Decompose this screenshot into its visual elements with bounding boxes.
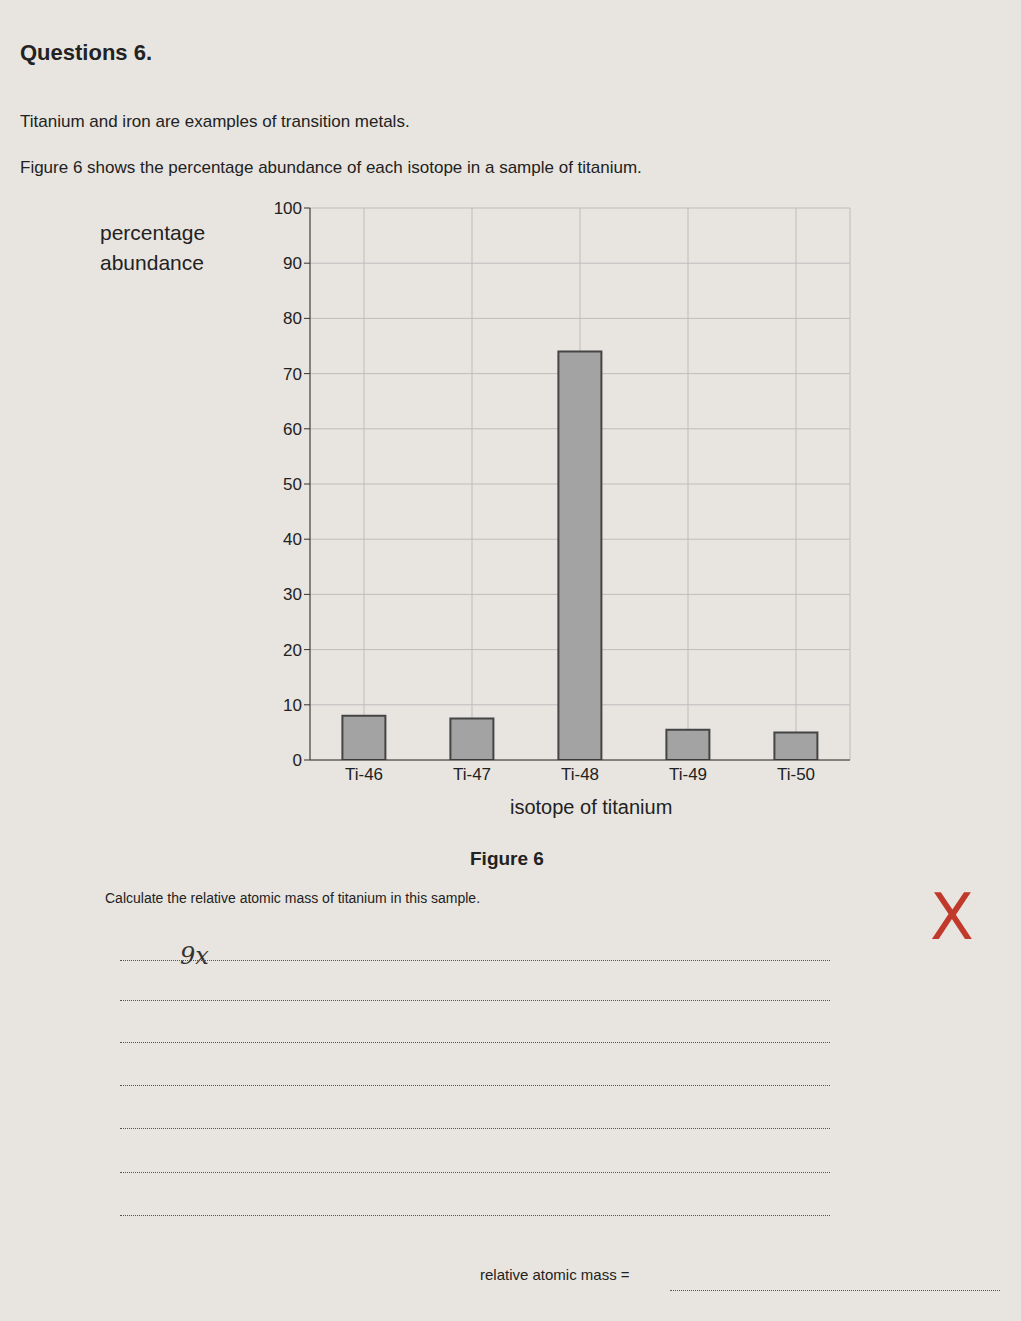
html-text:percentage abundance: percentage abundance <box>100 221 206 274</box>
svg-text:0: 0 <box>293 751 302 770</box>
svg-text:Ti-50: Ti-50 <box>777 765 815 784</box>
html-text:isotope of titanium: isotope of titanium <box>510 796 673 818</box>
html-text:Figure 6: Figure 6 <box>470 848 544 869</box>
svg-text:40: 40 <box>283 530 302 549</box>
svg-text:80: 80 <box>283 309 302 328</box>
svg-text:Ti-49: Ti-49 <box>669 765 707 784</box>
svg-text:100: 100 <box>274 199 302 218</box>
html-text:Questions 6.: Questions 6. <box>20 40 152 65</box>
svg-text:90: 90 <box>283 254 302 273</box>
svg-text:30: 30 <box>283 585 302 604</box>
svg-text:Ti-47: Ti-47 <box>453 765 491 784</box>
svg-text:Ti-48: Ti-48 <box>561 765 599 784</box>
svg-text:Ti-46: Ti-46 <box>345 765 383 784</box>
svg-text:70: 70 <box>283 365 302 384</box>
html-text:Calculate the relative atomic: Calculate the relative atomic mass of ti… <box>105 890 480 906</box>
html-text:relative atomic mass =: relative atomic mass = <box>480 1266 630 1283</box>
svg-text:50: 50 <box>283 475 302 494</box>
html-text:Titanium and iron are examples: Titanium and iron are examples of transi… <box>20 112 410 131</box>
html-text:9x: 9x <box>180 942 209 970</box>
svg-text:10: 10 <box>283 696 302 715</box>
svg-text:60: 60 <box>283 420 302 439</box>
svg-text:20: 20 <box>283 641 302 660</box>
html-text:Figure 6 shows the percentage: Figure 6 shows the percentage abundance … <box>20 158 642 177</box>
html-text:X: X <box>930 880 974 954</box>
